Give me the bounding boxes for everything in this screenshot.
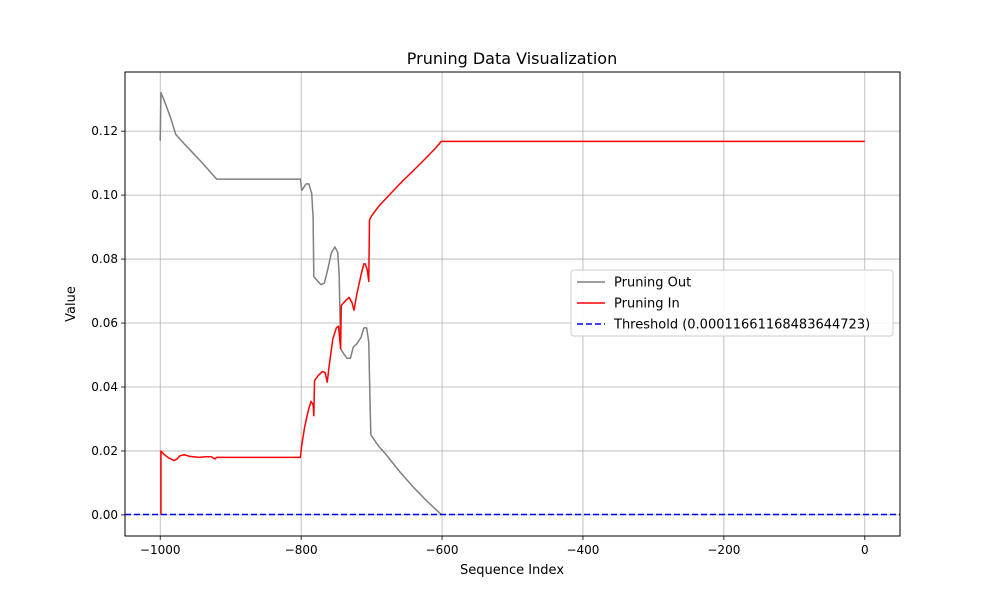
- x-axis-ticks: −1000 −800 −600 −400 −200 0: [140, 536, 869, 557]
- y-tick-label: 0.00: [91, 508, 118, 522]
- x-tick-label: −600: [426, 543, 459, 557]
- series-line-pruning-out: [159, 92, 443, 516]
- x-tick-label: −400: [566, 543, 599, 557]
- x-tick-label: −200: [707, 543, 740, 557]
- y-tick-label: 0.08: [91, 252, 118, 266]
- legend-label: Pruning Out: [614, 276, 691, 291]
- y-axis-ticks: 0.00 0.02 0.04 0.06 0.08 0.10 0.12: [91, 124, 125, 522]
- plot-series: [125, 92, 900, 516]
- x-tick-label: −1000: [140, 543, 181, 557]
- legend: Pruning Out Pruning In Threshold (0.000116…: [570, 269, 894, 337]
- legend-label: Threshold (0.00011661168483644723): [613, 318, 870, 333]
- y-tick-label: 0.02: [91, 444, 118, 458]
- plot-frame: [124, 71, 901, 537]
- y-tick-label: 0.06: [91, 316, 118, 330]
- y-tick-label: 0.12: [91, 124, 118, 138]
- y-tick-label: 0.10: [91, 188, 118, 202]
- x-tick-label: 0: [861, 543, 869, 557]
- legend-label: Pruning In: [614, 297, 680, 312]
- y-tick-label: 0.04: [91, 380, 118, 394]
- chart-title: Pruning Data Visualization: [407, 49, 617, 68]
- x-axis-label: Sequence Index: [460, 563, 564, 578]
- y-axis-label: Value: [64, 286, 79, 322]
- legend-box: [570, 269, 894, 337]
- x-tick-label: −800: [285, 543, 318, 557]
- series-line-pruning-in: [160, 140, 865, 515]
